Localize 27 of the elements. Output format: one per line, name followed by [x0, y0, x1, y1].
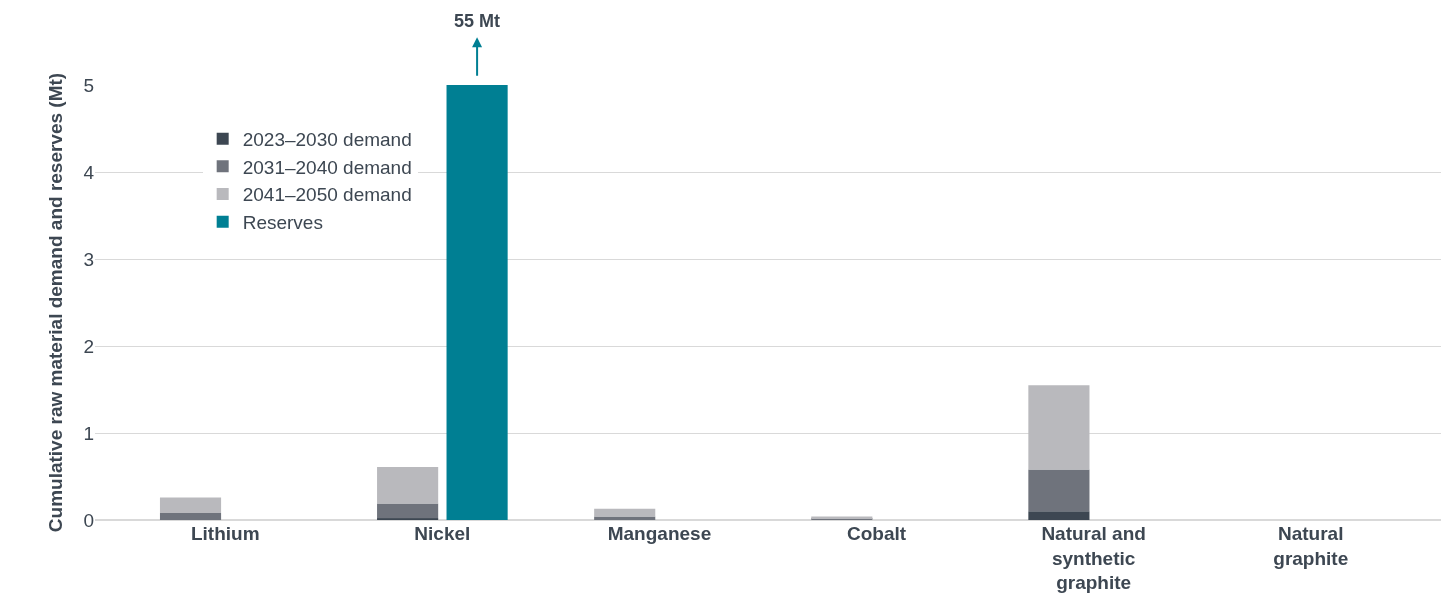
bar [1028, 385, 1090, 470]
y-tick-label: 2 [83, 335, 94, 357]
bar [377, 503, 439, 519]
bar [1028, 469, 1090, 512]
bar [446, 85, 508, 520]
bar [159, 497, 222, 514]
x-tick-label: Cobalt [847, 523, 907, 544]
x-tick-label: Natural graphite [1273, 523, 1349, 569]
x-tick-label: Manganese [607, 523, 712, 544]
y-tick-label: 5 [83, 74, 94, 96]
text: 55 Mt [454, 11, 501, 31]
y-tick-label: 1 [83, 422, 94, 444]
legend-label: 2023–2030 demand [242, 129, 412, 151]
legend-label: 2031–2040 demand [242, 156, 412, 178]
y-tick-label: 4 [83, 161, 95, 183]
bar [377, 466, 439, 504]
y-tick-label: 3 [83, 248, 94, 270]
x-tick-label: Nickel [414, 523, 471, 544]
bar [159, 513, 222, 520]
bar [594, 508, 656, 517]
legend-label: Reserves [242, 212, 323, 234]
legend-label: 2041–2050 demand [242, 184, 412, 206]
y-tick-label: 0 [83, 509, 94, 531]
bar [1028, 511, 1090, 520]
y-axis-title: Cumulative raw material demand and reserves (Mt) [45, 72, 67, 533]
x-tick-label: Lithium [190, 523, 260, 544]
x-tick-label: Natural and synthetic graphite [1041, 523, 1146, 594]
